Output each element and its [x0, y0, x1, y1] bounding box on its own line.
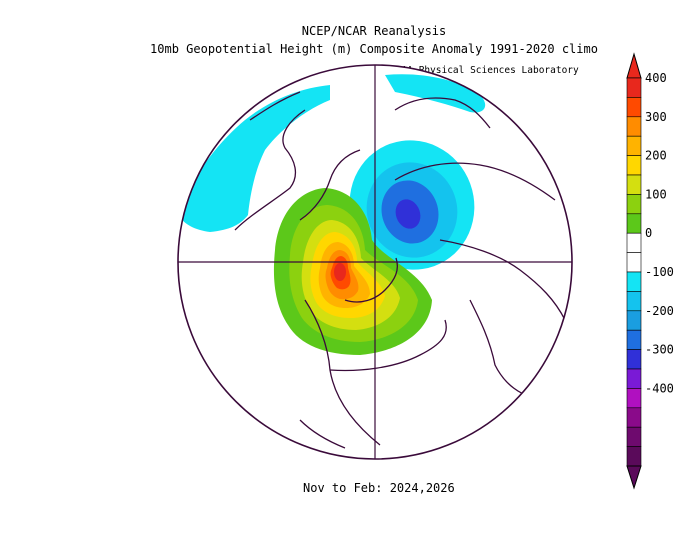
coastlines [234, 91, 566, 449]
colorbar-bin [626, 252, 642, 273]
map-border [177, 64, 573, 460]
colorbar-bottom-arrow [626, 465, 642, 490]
colorbar-bin [626, 77, 642, 98]
chart-title: NCEP/NCAR Reanalysis [301, 24, 447, 38]
colorbar-bin [626, 155, 642, 176]
colorbar-bin [626, 388, 642, 409]
colorbar-bin [626, 194, 642, 215]
colorbar-tick-label: -300 [645, 343, 674, 357]
neg-anomaly-core [395, 199, 421, 229]
map-disk [178, 65, 572, 459]
colorbar-top-arrow [626, 52, 642, 79]
colorbar-bin [626, 271, 642, 292]
colorbar-bin [626, 232, 642, 253]
colorbar-tick-label: 0 [645, 226, 652, 240]
colorbar-bin [626, 407, 642, 428]
period-label: Nov to Feb: 2024,2026 [303, 481, 455, 495]
neg-anomaly-region-ne [385, 74, 486, 113]
colorbar-bin [626, 213, 642, 234]
colorbar-tick-label: 300 [645, 110, 667, 124]
colorbar-bin [626, 174, 642, 195]
colorbar-bin [626, 135, 642, 156]
colorbar-tick-label: -200 [645, 304, 674, 318]
chart-subtitle: 10mb Geopotential Height (m) Composite A… [150, 42, 598, 56]
colorbar-bin [626, 329, 642, 350]
colorbar-bin [626, 349, 642, 370]
colorbar-bin [626, 310, 642, 331]
colorbar-tick-label: -100 [645, 265, 674, 279]
colorbar-tick-label: 100 [645, 187, 667, 201]
colorbar-bin [626, 446, 642, 467]
colorbar-tick-label: 200 [645, 149, 667, 163]
credit-label: NOAA Physical Sciences Laboratory [390, 65, 579, 76]
colorbar-bin [626, 97, 642, 118]
colorbar-tick-label: -400 [645, 381, 674, 395]
colorbar-bin [626, 116, 642, 137]
colorbar-tick-label: 400 [645, 71, 667, 85]
colorbar-bin [626, 291, 642, 312]
colorbar-bin [626, 368, 642, 389]
pos-anomaly-core [334, 263, 346, 281]
colorbar-bin [626, 426, 642, 447]
colorbar: 400 300 200 100 0 -100 -200 -300 -400 [626, 52, 674, 490]
